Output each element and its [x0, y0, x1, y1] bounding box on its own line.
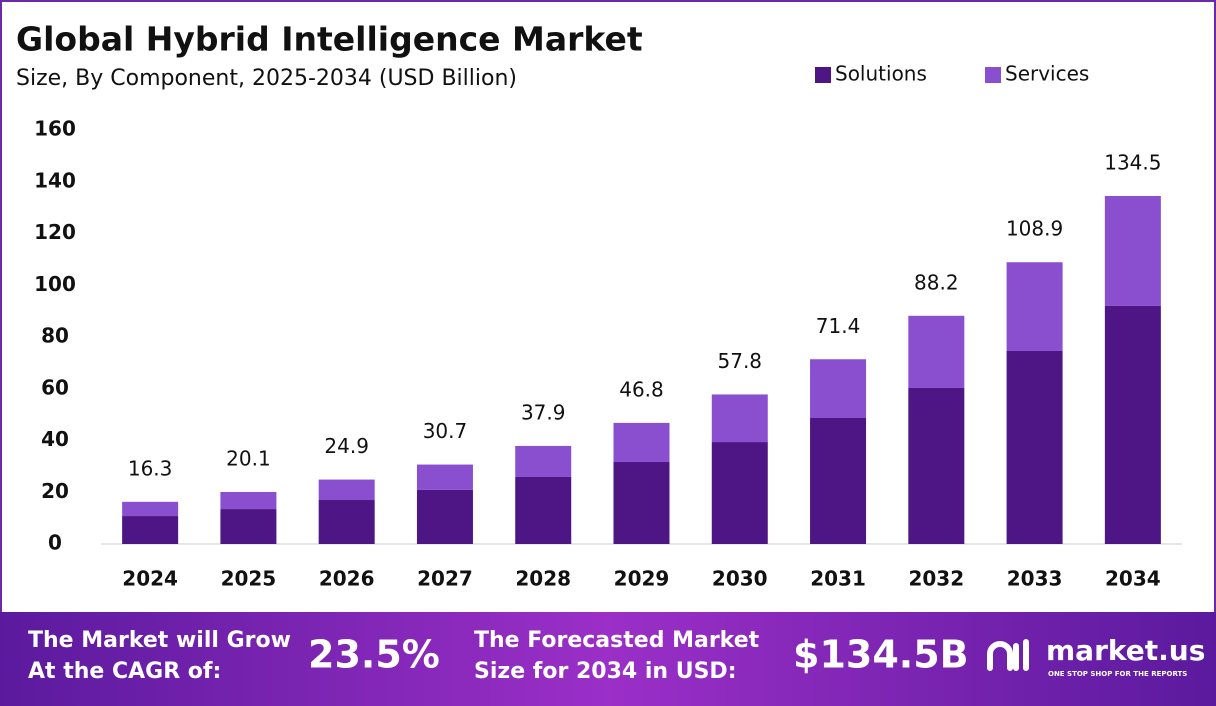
- total-label: 16.3: [128, 456, 173, 480]
- bar-segment: [908, 315, 965, 388]
- brand: market.us: [1046, 634, 1205, 667]
- legend-swatch: [815, 67, 831, 83]
- x-tick-label: 2034: [1105, 567, 1161, 591]
- bar-segment: [1006, 262, 1063, 351]
- total-label: 71.4: [816, 314, 861, 338]
- bar-segment: [810, 359, 867, 418]
- bar-segment: [711, 394, 768, 443]
- y-tick-label: 120: [34, 220, 76, 244]
- total-label: 37.9: [521, 400, 566, 424]
- x-tick-label: 2032: [908, 567, 964, 591]
- bar-segment: [1104, 305, 1161, 544]
- forecast-label: Size for 2034 in USD:: [474, 659, 737, 684]
- legend-swatch: [985, 67, 1001, 83]
- x-tick-label: 2033: [1007, 567, 1063, 591]
- brand-logo: [987, 639, 1029, 671]
- forecast-value: $134.5B: [793, 633, 969, 677]
- y-tick-label: 40: [41, 427, 69, 451]
- x-tick-label: 2027: [417, 567, 473, 591]
- bar-segment: [613, 422, 670, 462]
- bar-segment: [122, 516, 179, 544]
- bar-segment: [416, 489, 473, 544]
- bar-segment: [416, 464, 473, 490]
- bar-segment: [122, 501, 179, 517]
- forecast-label: The Forecasted Market: [474, 628, 760, 653]
- chart-title: Global Hybrid Intelligence Market: [16, 20, 643, 59]
- total-label: 134.5: [1104, 150, 1161, 174]
- x-tick-label: 2028: [515, 567, 571, 591]
- bar-segment: [810, 417, 867, 544]
- bar-segment: [711, 442, 768, 544]
- x-tick-label: 2024: [122, 567, 178, 591]
- bar-segment: [1006, 350, 1063, 544]
- total-label: 46.8: [619, 377, 664, 401]
- cagr-label: The Market will Grow: [28, 628, 291, 653]
- legend-label: Solutions: [835, 62, 927, 86]
- y-tick-label: 100: [34, 272, 76, 296]
- y-tick-label: 60: [41, 375, 69, 399]
- y-tick-label: 80: [41, 324, 69, 348]
- bar-segment: [515, 445, 572, 477]
- bar-segment: [318, 479, 375, 501]
- y-tick-label: 20: [41, 479, 69, 503]
- bar-segment: [220, 491, 277, 510]
- bar-segment: [318, 500, 375, 544]
- y-tick-label: 160: [34, 117, 76, 141]
- x-tick-label: 2025: [221, 567, 277, 591]
- y-tick-label: 140: [34, 168, 76, 192]
- y-tick-label: 0: [48, 531, 62, 555]
- bar-segment: [515, 476, 572, 544]
- bar-segment: [220, 509, 277, 544]
- chart-subtitle: Size, By Component, 2025-2034 (USD Billi…: [16, 66, 517, 91]
- cagr-label: At the CAGR of:: [28, 659, 221, 684]
- x-tick-label: 2031: [810, 567, 866, 591]
- tagline: ONE STOP SHOP FOR THE REPORTS: [1048, 670, 1187, 678]
- bar-segment: [908, 387, 965, 544]
- x-tick-label: 2026: [319, 567, 375, 591]
- total-label: 20.1: [226, 446, 271, 470]
- legend-label: Services: [1005, 62, 1089, 86]
- total-label: 108.9: [1006, 217, 1063, 241]
- x-tick-label: 2029: [614, 567, 670, 591]
- bar-segment: [1104, 195, 1161, 306]
- total-label: 30.7: [423, 419, 468, 443]
- total-label: 88.2: [914, 270, 959, 294]
- cagr-value: 23.5%: [308, 633, 440, 677]
- total-label: 57.8: [718, 349, 763, 373]
- total-label: 24.9: [324, 434, 369, 458]
- bar-segment: [613, 461, 670, 544]
- x-tick-label: 2030: [712, 567, 768, 591]
